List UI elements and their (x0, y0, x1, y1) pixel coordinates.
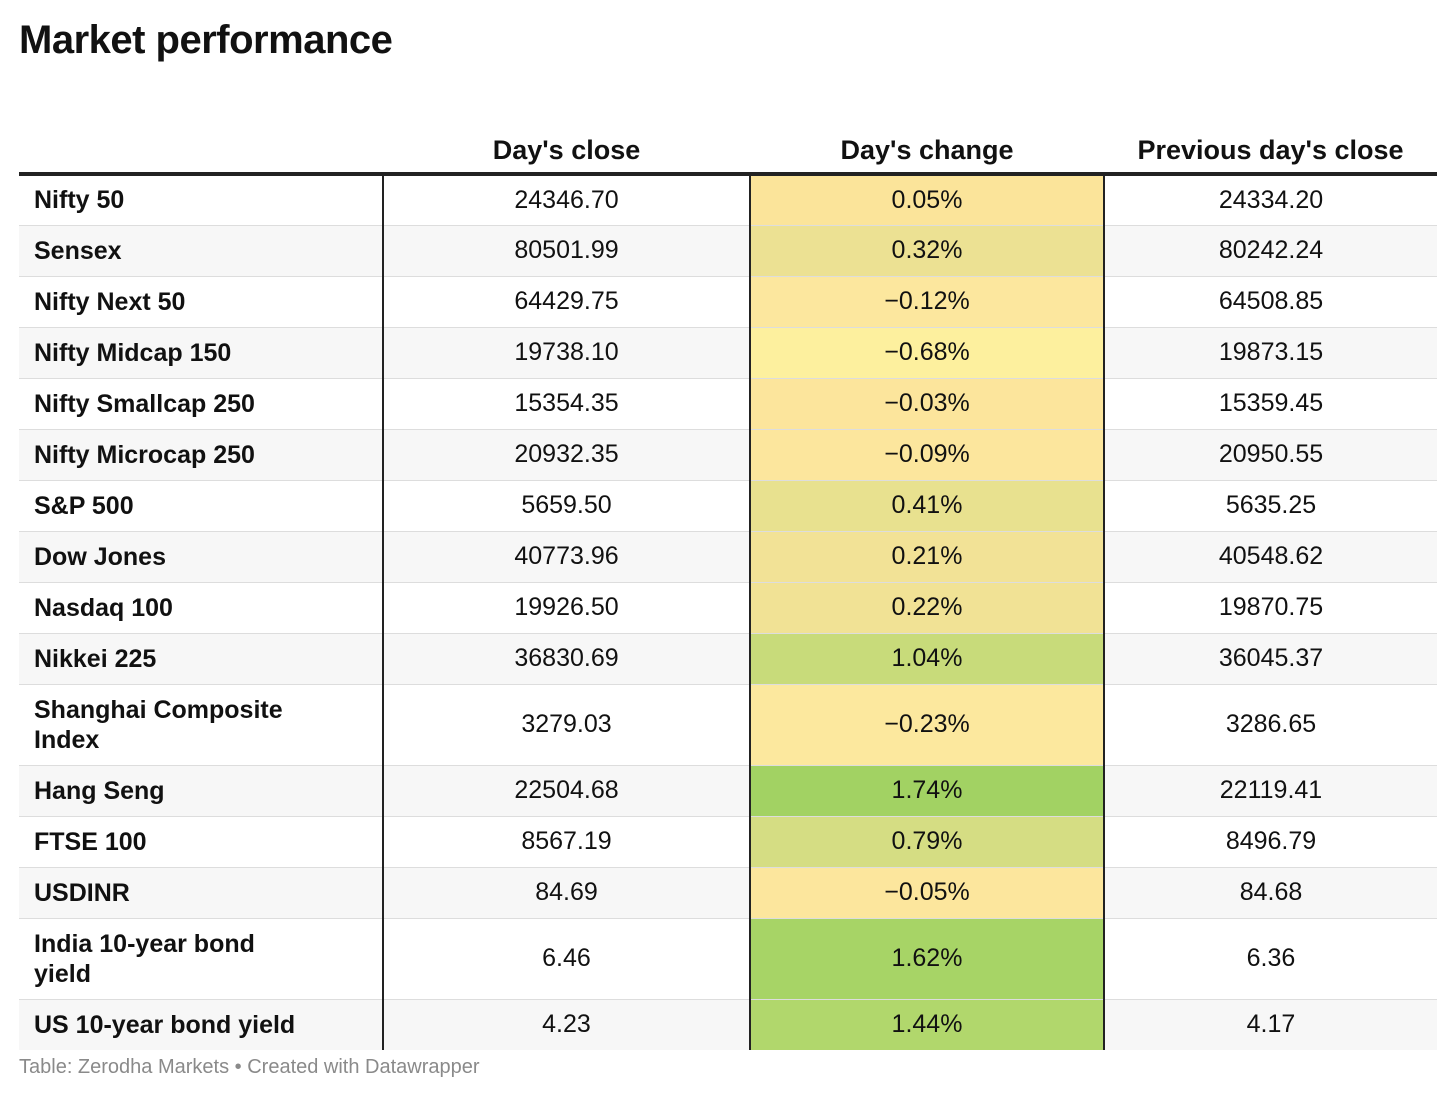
table-header: Day's close Day's change Previous day's … (19, 110, 1437, 176)
table-row: S&P 500 5659.50 0.41% 5635.25 (19, 480, 1437, 532)
table-row: Nasdaq 100 19926.50 0.22% 19870.75 (19, 582, 1437, 634)
row-days-close: 84.69 (383, 867, 751, 919)
row-name: Nasdaq 100 (19, 582, 384, 634)
row-days-close: 36830.69 (383, 633, 751, 685)
row-days-change: 0.41% (750, 480, 1105, 532)
header-days-close: Day's close (383, 110, 750, 176)
row-days-close: 15354.35 (383, 378, 751, 430)
row-previous-close: 36045.37 (1104, 633, 1437, 685)
row-name: US 10-year bond yield (19, 999, 384, 1050)
row-days-change: −0.12% (750, 276, 1105, 328)
row-days-close: 80501.99 (383, 225, 751, 277)
row-days-close: 20932.35 (383, 429, 751, 481)
row-previous-close: 15359.45 (1104, 378, 1437, 430)
header-days-change: Day's change (750, 110, 1104, 176)
row-days-change: 0.21% (750, 531, 1105, 583)
table-footer: Table: Zerodha Markets • Created with Da… (19, 1056, 480, 1078)
row-days-change: 0.32% (750, 225, 1105, 277)
row-days-change: 0.05% (750, 174, 1105, 226)
table-row: India 10-year bond yield 6.46 1.62% 6.36 (19, 918, 1437, 1000)
row-days-change: −0.05% (750, 867, 1105, 919)
row-previous-close: 19873.15 (1104, 327, 1437, 379)
row-days-close: 19738.10 (383, 327, 751, 379)
table-row: USDINR 84.69 −0.05% 84.68 (19, 867, 1437, 919)
row-days-change: 1.44% (750, 999, 1105, 1050)
row-days-close: 24346.70 (383, 174, 751, 226)
row-days-change: 1.62% (750, 918, 1105, 1000)
row-name: Nikkei 225 (19, 633, 384, 685)
row-previous-close: 40548.62 (1104, 531, 1437, 583)
row-name: Nifty Next 50 (19, 276, 384, 328)
row-previous-close: 64508.85 (1104, 276, 1437, 328)
header-name (19, 110, 383, 176)
table-row: Sensex 80501.99 0.32% 80242.24 (19, 225, 1437, 277)
row-previous-close: 6.36 (1104, 918, 1437, 1000)
row-days-change: −0.09% (750, 429, 1105, 481)
row-days-close: 19926.50 (383, 582, 751, 634)
market-table: Day's close Day's change Previous day's … (19, 110, 1437, 1050)
row-name: Nifty Microcap 250 (19, 429, 384, 481)
row-days-close: 3279.03 (383, 684, 751, 766)
row-days-close: 5659.50 (383, 480, 751, 532)
table-row: Nifty Next 50 64429.75 −0.12% 64508.85 (19, 276, 1437, 328)
row-days-close: 22504.68 (383, 765, 751, 817)
row-previous-close: 22119.41 (1104, 765, 1437, 817)
row-previous-close: 84.68 (1104, 867, 1437, 919)
header-previous-close: Previous day's close (1104, 110, 1437, 176)
row-previous-close: 20950.55 (1104, 429, 1437, 481)
table-row: Hang Seng 22504.68 1.74% 22119.41 (19, 765, 1437, 817)
row-days-close: 6.46 (383, 918, 751, 1000)
table-row: Dow Jones 40773.96 0.21% 40548.62 (19, 531, 1437, 583)
row-name: S&P 500 (19, 480, 384, 532)
row-previous-close: 19870.75 (1104, 582, 1437, 634)
row-name: Nifty 50 (19, 174, 384, 226)
row-days-close: 40773.96 (383, 531, 751, 583)
row-days-change: 0.79% (750, 816, 1105, 868)
row-name: Sensex (19, 225, 384, 277)
row-name: Dow Jones (19, 531, 384, 583)
table-row: Nifty Smallcap 250 15354.35 −0.03% 15359.45 (19, 378, 1437, 430)
row-name: Shanghai Composite Index (19, 684, 384, 766)
row-days-close: 64429.75 (383, 276, 751, 328)
row-previous-close: 3286.65 (1104, 684, 1437, 766)
table-row: US 10-year bond yield 4.23 1.44% 4.17 (19, 999, 1437, 1050)
table-row: Nifty 50 24346.70 0.05% 24334.20 (19, 174, 1437, 226)
chart-title: Market performance (19, 18, 393, 62)
row-name: India 10-year bond yield (19, 918, 384, 1000)
table-body: Nifty 50 24346.70 0.05% 24334.20 Sensex 80501… (19, 174, 1437, 1050)
row-days-change: −0.68% (750, 327, 1105, 379)
row-name: USDINR (19, 867, 384, 919)
row-days-change: 1.74% (750, 765, 1105, 817)
row-days-close: 8567.19 (383, 816, 751, 868)
table-row: Nikkei 225 36830.69 1.04% 36045.37 (19, 633, 1437, 685)
row-days-change: 1.04% (750, 633, 1105, 685)
row-days-close: 4.23 (383, 999, 751, 1050)
header-row: Day's close Day's change Previous day's … (19, 110, 1437, 176)
row-name: Nifty Smallcap 250 (19, 378, 384, 430)
table-row: Shanghai Composite Index 3279.03 −0.23% 328… (19, 684, 1437, 766)
row-previous-close: 8496.79 (1104, 816, 1437, 868)
table-row: Nifty Midcap 150 19738.10 −0.68% 19873.15 (19, 327, 1437, 379)
table-row: FTSE 100 8567.19 0.79% 8496.79 (19, 816, 1437, 868)
row-days-change: 0.22% (750, 582, 1105, 634)
row-previous-close: 24334.20 (1104, 174, 1437, 226)
table-row: Nifty Microcap 250 20932.35 −0.09% 20950.55 (19, 429, 1437, 481)
row-days-change: −0.03% (750, 378, 1105, 430)
row-days-change: −0.23% (750, 684, 1105, 766)
row-previous-close: 4.17 (1104, 999, 1437, 1050)
row-previous-close: 5635.25 (1104, 480, 1437, 532)
row-name: Nifty Midcap 150 (19, 327, 384, 379)
row-name: Hang Seng (19, 765, 384, 817)
row-name: FTSE 100 (19, 816, 384, 868)
row-previous-close: 80242.24 (1104, 225, 1437, 277)
